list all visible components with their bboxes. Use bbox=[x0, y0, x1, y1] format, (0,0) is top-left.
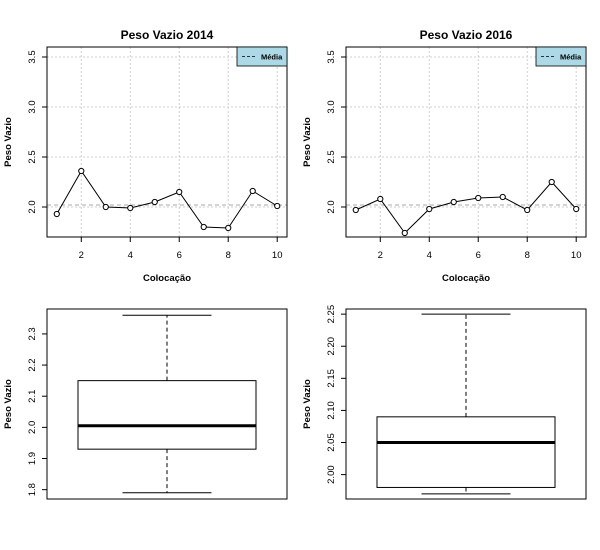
x-axis-label: Colocação bbox=[442, 273, 490, 284]
data-point bbox=[274, 202, 281, 210]
data-point bbox=[499, 193, 506, 201]
plot-frame bbox=[46, 308, 288, 500]
y-tick-label: 2.20 bbox=[326, 337, 337, 356]
y-tick-label: 2.5 bbox=[27, 150, 38, 163]
x-tick-label: 10 bbox=[571, 250, 582, 261]
data-point bbox=[78, 167, 85, 175]
x-tick-label: 4 bbox=[427, 250, 432, 261]
series-line bbox=[355, 181, 577, 234]
y-axis-label: Peso Vazio bbox=[3, 379, 14, 429]
data-point bbox=[401, 229, 408, 237]
plot-frame bbox=[46, 46, 288, 238]
x-tick-label: 8 bbox=[525, 250, 530, 261]
y-ticks: 2.00 2.05 2.10 2.15 2.20 2.25 bbox=[326, 305, 346, 484]
boxplot-2016: Peso Vazio 2.00 2.05 2.10 2.15 2.20 2.25 bbox=[302, 305, 587, 500]
data-point bbox=[102, 203, 109, 211]
x-axis-label: Colocação bbox=[143, 273, 191, 284]
y-tick-label: 2.3 bbox=[27, 327, 38, 340]
y-tick-label: 2.0 bbox=[326, 200, 337, 213]
legend: Média bbox=[236, 46, 288, 67]
chart-title: Peso Vazio 2014 bbox=[121, 28, 214, 42]
data-point bbox=[200, 223, 207, 231]
x-tick-label: 2 bbox=[378, 250, 383, 261]
x-tick-label: 4 bbox=[128, 250, 133, 261]
grid bbox=[346, 47, 586, 237]
plot-frame bbox=[345, 308, 587, 500]
x-ticks: 2 4 6 8 10 bbox=[79, 237, 283, 261]
x-tick-label: 8 bbox=[226, 250, 231, 261]
x-ticks: 2 4 6 8 10 bbox=[378, 237, 582, 261]
y-tick-label: 2.10 bbox=[326, 401, 337, 420]
line-chart-2016: Peso Vazio 2016 Colocação Peso Vazio 2 4 6… bbox=[302, 28, 587, 284]
chart-title: Peso Vazio 2016 bbox=[420, 28, 513, 42]
y-axis-label: Peso Vazio bbox=[302, 379, 313, 429]
line-chart-2014: Peso Vazio 2014 Colocação Peso Vazio 2 4 6… bbox=[3, 28, 288, 284]
y-tick-label: 2.5 bbox=[326, 150, 337, 163]
data-point bbox=[426, 205, 433, 213]
data-point bbox=[524, 206, 531, 214]
data-point bbox=[352, 206, 359, 214]
data-point bbox=[475, 194, 482, 202]
plot-frame bbox=[345, 46, 587, 238]
data-point bbox=[548, 178, 555, 186]
legend: Média bbox=[535, 46, 587, 67]
y-tick-label: 1.8 bbox=[27, 483, 38, 496]
y-tick-label: 3.0 bbox=[326, 100, 337, 113]
legend-box bbox=[236, 46, 288, 67]
data-point bbox=[225, 224, 232, 232]
x-tick-label: 2 bbox=[79, 250, 84, 261]
data-point bbox=[377, 195, 384, 203]
data-point bbox=[151, 198, 158, 206]
data-point bbox=[573, 205, 580, 213]
legend-box bbox=[535, 46, 587, 67]
x-tick-label: 10 bbox=[272, 250, 283, 261]
y-tick-label: 2.05 bbox=[326, 433, 337, 452]
y-tick-label: 3.5 bbox=[27, 50, 38, 63]
series-line bbox=[56, 170, 278, 229]
legend-label: Média bbox=[261, 53, 283, 62]
y-ticks: 2.0 2.5 3.0 3.5 bbox=[27, 50, 47, 214]
series-points bbox=[53, 167, 281, 232]
box-iqr bbox=[376, 416, 556, 488]
legend-label: Média bbox=[560, 53, 582, 62]
y-ticks: 2.0 2.5 3.0 3.5 bbox=[326, 50, 346, 214]
y-tick-label: 2.0 bbox=[27, 421, 38, 434]
x-tick-label: 6 bbox=[476, 250, 481, 261]
y-tick-label: 3.0 bbox=[27, 100, 38, 113]
x-tick-label: 6 bbox=[177, 250, 182, 261]
series-points bbox=[352, 178, 580, 237]
data-point bbox=[450, 198, 457, 206]
y-tick-label: 2.00 bbox=[326, 465, 337, 484]
y-tick-label: 2.1 bbox=[27, 390, 38, 403]
data-point bbox=[176, 188, 183, 196]
y-axis-label: Peso Vazio bbox=[302, 117, 313, 167]
y-tick-label: 1.9 bbox=[27, 452, 38, 465]
y-ticks: 1.8 1.9 2.0 2.1 2.2 2.3 bbox=[27, 327, 47, 496]
boxplot-2014: Peso Vazio 1.8 1.9 2.0 2.1 2.2 2.3 bbox=[3, 308, 288, 500]
y-tick-label: 2.25 bbox=[326, 305, 337, 324]
y-tick-label: 2.2 bbox=[27, 358, 38, 371]
data-point bbox=[249, 187, 256, 195]
y-tick-label: 2.0 bbox=[27, 200, 38, 213]
y-axis-label: Peso Vazio bbox=[3, 117, 14, 167]
data-point bbox=[53, 210, 60, 218]
data-point bbox=[127, 204, 134, 212]
y-tick-label: 3.5 bbox=[326, 50, 337, 63]
box-iqr bbox=[77, 380, 257, 450]
y-tick-label: 2.15 bbox=[326, 369, 337, 388]
grid bbox=[47, 47, 287, 237]
